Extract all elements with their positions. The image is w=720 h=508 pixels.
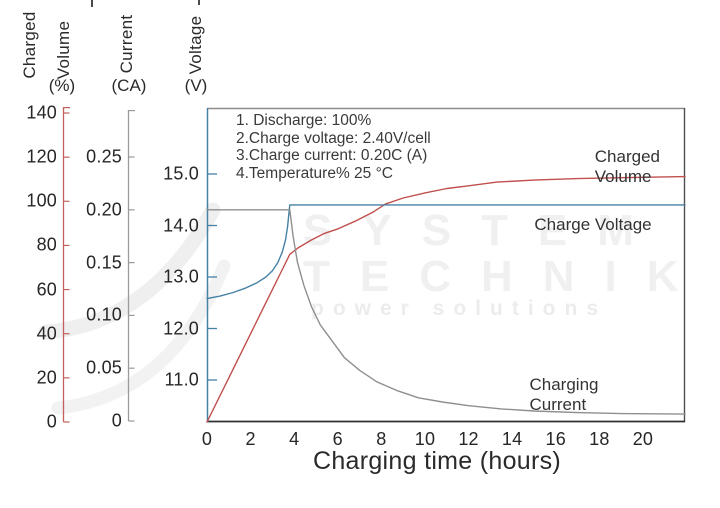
time-tick-label: 18 (589, 429, 610, 449)
charged-volume-curve-label: Charged Volume (594, 147, 660, 186)
test-conditions-annotation: 1. Discharge: 100% 2.Charge voltage: 2.4… (236, 112, 431, 182)
time-tick-label: 14 (501, 429, 523, 449)
annotation-line-2: 2.Charge voltage: 2.40V/cell (236, 129, 431, 147)
volume-tick-label: 120 (26, 146, 57, 167)
voltage-tick-label: 13.0 (163, 266, 199, 287)
time-tick-label: 10 (414, 429, 436, 449)
volume-tick-label: 140 (26, 102, 57, 123)
volume-tick-label: 40 (36, 323, 57, 344)
charging-current-curve (206, 209, 686, 415)
voltage-tick-label: 12.0 (163, 318, 199, 338)
cropped-text-artifact-2 (198, 0, 200, 5)
time-tick-label: 4 (289, 429, 300, 449)
time-tick-label: 6 (332, 429, 343, 449)
voltage-axis-title: Voltage (186, 15, 205, 75)
volume-axis-title-charged: Charged (20, 11, 39, 79)
current-tick-label: 0.10 (86, 304, 122, 325)
volume-tick-label: 80 (36, 234, 57, 255)
swoosh-stroke-2 (51, 259, 231, 415)
voltage-tick-label: 15.0 (163, 163, 199, 184)
current-tick-label: 0.15 (86, 252, 122, 273)
current-axis-title: Current (117, 14, 136, 74)
current-tick-label: 0 (111, 410, 122, 431)
volume-tick-label: 100 (26, 190, 57, 211)
time-tick-label: 0 (201, 429, 213, 449)
watermark-line-1: SYSTEM (303, 206, 664, 255)
time-tick-label: 16 (545, 429, 566, 449)
cropped-text-artifact-1 (91, 0, 93, 7)
annotation-line-3: 3.Charge current: 0.20C (A) (236, 147, 428, 164)
charge-voltage-curve (206, 204, 686, 300)
volume-axis-title-volume: Volume (54, 20, 73, 80)
time-tick-label: 8 (376, 429, 387, 449)
current-axis-unit: (CA) (111, 76, 147, 95)
annotation-line-4: 4.Temperature% 25 °C (236, 164, 393, 182)
swoosh-stroke-1 (38, 202, 221, 340)
current-tick-label: 0.05 (86, 357, 122, 378)
watermark-line-3: power solutions (311, 297, 608, 320)
volume-axis-unit: (%) (48, 76, 76, 95)
time-tick-label: 20 (632, 429, 654, 449)
voltage-tick-label: 14.0 (163, 215, 199, 235)
volume-tick-label: 60 (36, 279, 57, 300)
x-axis-title: Charging time (hours) (312, 447, 562, 475)
charged-volume-curve (206, 175, 686, 423)
voltage-tick-label: 11.0 (164, 369, 199, 390)
charge-voltage-curve-label: Charge Voltage (534, 215, 652, 234)
time-tick-label: 12 (458, 429, 479, 449)
charging-current-curve-label: Charging Current (529, 375, 599, 414)
annotation-line-1: 1. Discharge: 100% (236, 112, 372, 129)
voltage-axis-unit: (V) (184, 76, 208, 95)
current-tick-label: 0.20 (86, 199, 122, 220)
volume-tick-label: 20 (36, 367, 57, 388)
time-tick-label: 2 (245, 429, 256, 449)
current-tick-label: 0.25 (86, 146, 122, 167)
watermark-line-2: TECHNIK (303, 252, 709, 301)
volume-tick-label: 0 (46, 411, 57, 432)
